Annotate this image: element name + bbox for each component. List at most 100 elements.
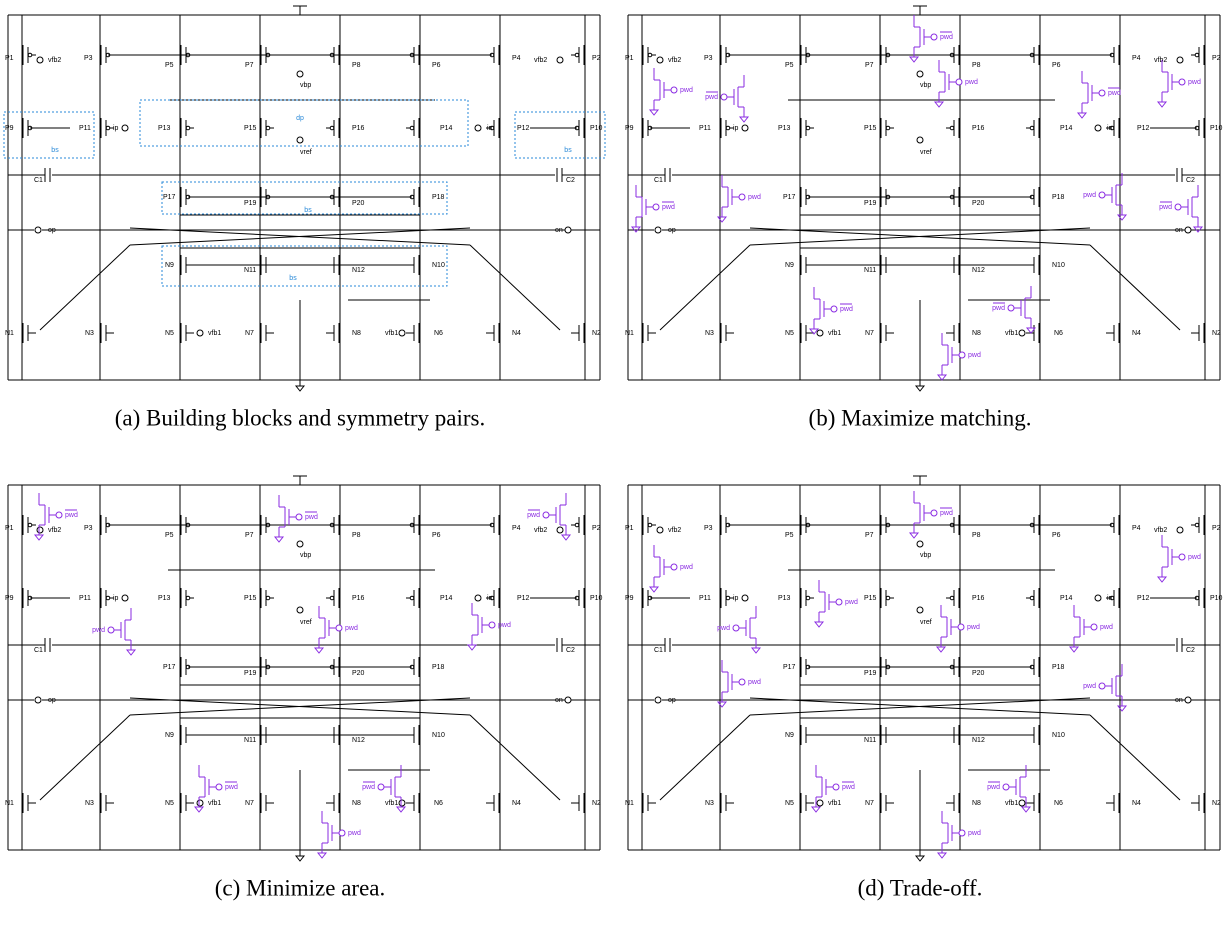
device-label: vref	[920, 149, 932, 156]
device-label: N11	[864, 267, 876, 274]
bubble	[886, 596, 890, 600]
device-label: P8	[972, 62, 981, 69]
device-label: N9	[785, 262, 794, 269]
device-label: op	[48, 227, 56, 234]
bubble	[648, 53, 652, 57]
device-label: vfb2	[534, 57, 547, 64]
device-label: P18	[1052, 664, 1065, 671]
switch-label: pwd	[362, 784, 375, 791]
switch-label: pwd	[662, 204, 675, 211]
switch-label: pwd	[987, 784, 1000, 791]
bubble	[1195, 53, 1199, 57]
device-label: N5	[785, 330, 794, 337]
device-label: vfb1	[385, 330, 398, 337]
switch-ground	[35, 535, 43, 540]
ground-symbol	[296, 850, 304, 861]
block-label: bs	[304, 207, 312, 214]
device-label: P14	[1060, 125, 1073, 132]
switch-pin	[1091, 624, 1097, 630]
pin	[197, 800, 203, 806]
device-label: P17	[163, 194, 176, 201]
device-label: P20	[352, 200, 365, 207]
switch-pin	[1099, 90, 1105, 96]
pin	[297, 607, 303, 613]
device-label: N10	[1052, 732, 1065, 739]
pin	[917, 541, 923, 547]
device-label: P11	[699, 125, 711, 132]
switch-ground	[1078, 113, 1086, 118]
pin	[37, 527, 43, 533]
device-label: P3	[704, 55, 713, 62]
schematic-panel: P1vfb2P3P5P7P8P6P4vfb2P2vbpP9P11ipP13P15…	[4, 6, 605, 391]
caption: (c) Minimize area.	[215, 875, 386, 900]
device-label: P1	[625, 525, 634, 532]
switch-pin	[108, 627, 114, 633]
device-label: vfb2	[668, 527, 681, 534]
caption: (d) Trade-off.	[858, 875, 983, 900]
device-label: N3	[85, 800, 94, 807]
switch-ground	[910, 533, 918, 538]
switch-pin	[739, 194, 745, 200]
device-label: N5	[165, 330, 174, 337]
device-label: N10	[432, 732, 445, 739]
switch-pin	[1099, 683, 1105, 689]
device-label: N3	[705, 800, 714, 807]
schematic-panel: P1vfb2P3P5P7P8P6P4vfb2P2vbpP9P11ipP13P15…	[625, 476, 1223, 861]
device-label: vref	[300, 619, 312, 626]
device-label: P13	[158, 125, 171, 132]
switch-pin	[1003, 784, 1009, 790]
device-label: C2	[566, 647, 575, 654]
bubble	[28, 53, 32, 57]
device-label: vfb1	[1005, 800, 1018, 807]
switch-pin	[958, 624, 964, 630]
switch-label: pwd	[92, 627, 105, 634]
switch-pin	[653, 204, 659, 210]
pin	[1019, 800, 1025, 806]
switch-label: pwd	[748, 194, 761, 201]
switch-label: pwd	[845, 599, 858, 606]
switch-pin	[489, 622, 495, 628]
block-label: dp	[296, 115, 304, 122]
block-box	[162, 246, 447, 286]
device-label: P16	[352, 125, 365, 132]
device-label: op	[48, 697, 56, 704]
device-label: in	[1107, 125, 1113, 132]
pin	[1177, 527, 1183, 533]
device-label: P16	[972, 125, 985, 132]
device-label: P5	[165, 532, 174, 539]
pin	[399, 800, 405, 806]
switch-pin	[733, 625, 739, 631]
switch-pin	[56, 512, 62, 518]
pin	[475, 595, 481, 601]
device-label: P6	[1052, 62, 1061, 69]
device-label: N4	[512, 330, 521, 337]
device-label: P11	[79, 125, 91, 132]
switch-ground	[910, 57, 918, 62]
bubble	[330, 126, 334, 130]
switch-pin	[739, 679, 745, 685]
pin	[565, 697, 571, 703]
device-label: P5	[165, 62, 174, 69]
device-label: N7	[245, 330, 254, 337]
device-label: N7	[865, 330, 874, 337]
device-label: P4	[512, 525, 521, 532]
device-label: P18	[432, 664, 445, 671]
bubble	[726, 596, 730, 600]
device-label: vbp	[920, 82, 931, 89]
device-label: N9	[165, 732, 174, 739]
switch-label: pwd	[225, 784, 238, 791]
device-label: P1	[5, 525, 14, 532]
device-label: N1	[5, 800, 14, 807]
device-label: vbp	[300, 82, 311, 89]
device-label: N9	[165, 262, 174, 269]
pin	[35, 227, 41, 233]
switch-pin	[1175, 204, 1181, 210]
device-label: P9	[625, 595, 634, 602]
device-label: op	[668, 227, 676, 234]
device-label: P12	[1137, 125, 1150, 132]
switch-pin	[836, 599, 842, 605]
ground-symbol	[916, 850, 924, 861]
device-label: N10	[432, 262, 445, 269]
device-label: vfb2	[48, 57, 61, 64]
device-label: P13	[778, 595, 791, 602]
